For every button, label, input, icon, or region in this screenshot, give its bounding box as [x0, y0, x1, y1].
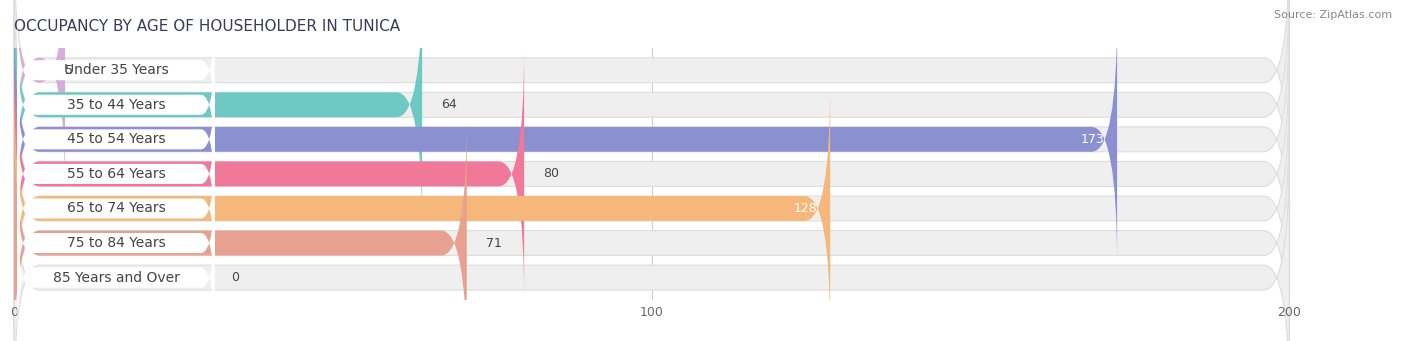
- Text: 5: 5: [65, 64, 73, 77]
- Text: 128: 128: [794, 202, 817, 215]
- FancyBboxPatch shape: [17, 108, 215, 240]
- FancyBboxPatch shape: [14, 0, 1289, 231]
- Text: 55 to 64 Years: 55 to 64 Years: [66, 167, 166, 181]
- Text: 71: 71: [486, 237, 502, 250]
- FancyBboxPatch shape: [14, 83, 830, 334]
- FancyBboxPatch shape: [14, 48, 1289, 300]
- FancyBboxPatch shape: [14, 83, 1289, 334]
- FancyBboxPatch shape: [17, 39, 215, 171]
- FancyBboxPatch shape: [14, 0, 1289, 196]
- Text: 64: 64: [441, 98, 457, 111]
- Text: 173: 173: [1081, 133, 1104, 146]
- Text: 65 to 74 Years: 65 to 74 Years: [66, 202, 166, 216]
- FancyBboxPatch shape: [14, 0, 65, 196]
- Text: 80: 80: [543, 167, 560, 180]
- FancyBboxPatch shape: [17, 211, 215, 341]
- FancyBboxPatch shape: [14, 14, 1289, 265]
- FancyBboxPatch shape: [14, 0, 422, 231]
- Text: 75 to 84 Years: 75 to 84 Years: [66, 236, 166, 250]
- Text: Source: ZipAtlas.com: Source: ZipAtlas.com: [1274, 10, 1392, 20]
- Text: 85 Years and Over: 85 Years and Over: [52, 271, 180, 285]
- FancyBboxPatch shape: [14, 14, 1118, 265]
- Text: 0: 0: [231, 271, 239, 284]
- FancyBboxPatch shape: [17, 177, 215, 309]
- FancyBboxPatch shape: [14, 117, 1289, 341]
- FancyBboxPatch shape: [14, 48, 524, 300]
- Text: 35 to 44 Years: 35 to 44 Years: [66, 98, 166, 112]
- Text: OCCUPANCY BY AGE OF HOUSEHOLDER IN TUNICA: OCCUPANCY BY AGE OF HOUSEHOLDER IN TUNIC…: [14, 19, 401, 34]
- Text: Under 35 Years: Under 35 Years: [63, 63, 169, 77]
- FancyBboxPatch shape: [17, 143, 215, 275]
- FancyBboxPatch shape: [14, 152, 1289, 341]
- FancyBboxPatch shape: [14, 117, 467, 341]
- FancyBboxPatch shape: [17, 73, 215, 205]
- FancyBboxPatch shape: [17, 4, 215, 136]
- Text: 45 to 54 Years: 45 to 54 Years: [66, 132, 166, 146]
